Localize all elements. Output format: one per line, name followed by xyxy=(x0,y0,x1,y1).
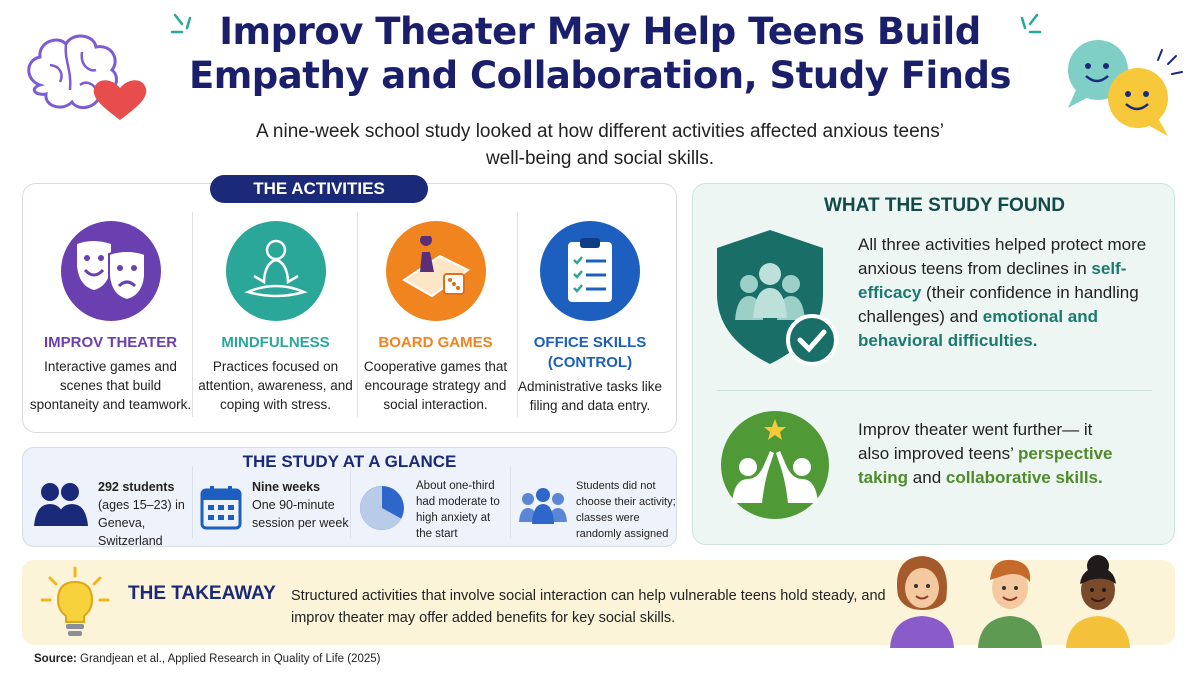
clipboard-checklist-icon xyxy=(540,221,640,321)
finding-two: Improv theater went further— it also imp… xyxy=(858,418,1118,490)
glance-text: (ages 15–23) in Geneva, Switzerland xyxy=(98,498,185,548)
calendar-icon xyxy=(200,486,242,530)
finding-one: All three activities helped protect more… xyxy=(858,233,1158,353)
activity-description: Interactive games and scenes that build … xyxy=(29,359,192,412)
source-text: Grandjean et al., Applied Research in Qu… xyxy=(80,653,381,665)
activity-description: Practices focused on attention, awarenes… xyxy=(198,359,353,412)
takeaway-heading: THE TAKEAWAY xyxy=(128,583,276,604)
glance-text: One 90-minute session per week xyxy=(252,498,349,530)
divider xyxy=(192,466,193,538)
glance-item: 292 students (ages 15–23) in Geneva, Swit… xyxy=(32,478,192,548)
activity-title: BOARD GAMES xyxy=(378,334,493,351)
divider xyxy=(357,212,358,417)
activity-improv: IMPROV THEATER Interactive games and sce… xyxy=(28,215,193,425)
activities-heading: THE ACTIVITIES xyxy=(210,175,428,203)
people-icon xyxy=(34,483,88,526)
activity-title: OFFICE SKILLS (CONTROL) xyxy=(533,334,647,371)
glance-item: About one-third had moderate to high anx… xyxy=(358,478,508,544)
findings-heading: WHAT THE STUDY FOUND xyxy=(823,195,1065,216)
high-five-icon xyxy=(721,411,829,519)
finding-text: All three activities helped protect more… xyxy=(858,235,1147,278)
activity-office-skills: OFFICE SKILLS (CONTROL) Administrative t… xyxy=(510,215,670,425)
activity-board-games: BOARD GAMES Cooperative games that encou… xyxy=(353,215,518,425)
sparkle-icon xyxy=(1020,13,1042,34)
glance-text: Students did not choose their activity; … xyxy=(576,480,676,540)
theater-masks-icon xyxy=(60,221,161,321)
finding-text: and xyxy=(908,468,946,487)
activity-mindfulness: MINDFULNESS Practices focused on attenti… xyxy=(193,215,358,425)
glance-text: About one-third had moderate to high anx… xyxy=(416,480,500,540)
teens-illustration xyxy=(890,555,1130,648)
group-icon xyxy=(519,488,567,524)
finding-highlight: self-efficacy xyxy=(858,259,1127,302)
finding-highlight: emotional and behavioral difficulties. xyxy=(858,307,1098,350)
activity-title: MINDFULNESS xyxy=(221,334,330,351)
sparkle-icon xyxy=(170,13,192,34)
page-subtitle: A nine-week school study looked at how d… xyxy=(256,121,944,169)
divider xyxy=(517,212,518,417)
glance-item: Students did not choose their activity; … xyxy=(518,478,676,544)
source-citation: Source: Grandjean et al., Applied Resear… xyxy=(34,653,381,665)
study-at-a-glance-panel xyxy=(22,447,677,547)
finding-text: (their confidence in handling challenges… xyxy=(858,283,1139,326)
page-title: Improv Theater May Help Teens Build Empa… xyxy=(188,10,1012,97)
glance-item: Nine weeks One 90-minute session per week xyxy=(200,478,350,544)
activity-description: Administrative tasks like filing and dat… xyxy=(517,379,663,413)
divider xyxy=(717,390,1152,391)
board-game-icon xyxy=(385,221,486,321)
shield-check-icon xyxy=(717,230,838,366)
activity-title: IMPROV THEATER xyxy=(43,334,178,351)
finding-highlight: perspective taking xyxy=(858,444,1113,487)
chat-bubbles-icon xyxy=(1068,40,1183,136)
activity-description: Cooperative games that encourage strateg… xyxy=(363,359,508,412)
divider xyxy=(350,466,351,538)
divider xyxy=(192,212,193,417)
pie-chart-icon xyxy=(360,486,404,530)
finding-text: Improv theater went further— it also imp… xyxy=(858,420,1093,463)
glance-heading: THE STUDY AT A GLANCE xyxy=(242,452,457,471)
divider xyxy=(510,466,511,538)
glance-bold: Nine weeks xyxy=(252,480,321,494)
lightbulb-icon xyxy=(40,566,110,636)
source-label: Source: xyxy=(34,653,77,665)
brain-heart-icon xyxy=(27,34,147,120)
finding-highlight: collaborative skills. xyxy=(945,468,1103,487)
takeaway-text: Structured activities that involve socia… xyxy=(291,588,886,626)
meditation-icon xyxy=(225,221,326,321)
glance-bold: 292 students xyxy=(98,480,175,494)
